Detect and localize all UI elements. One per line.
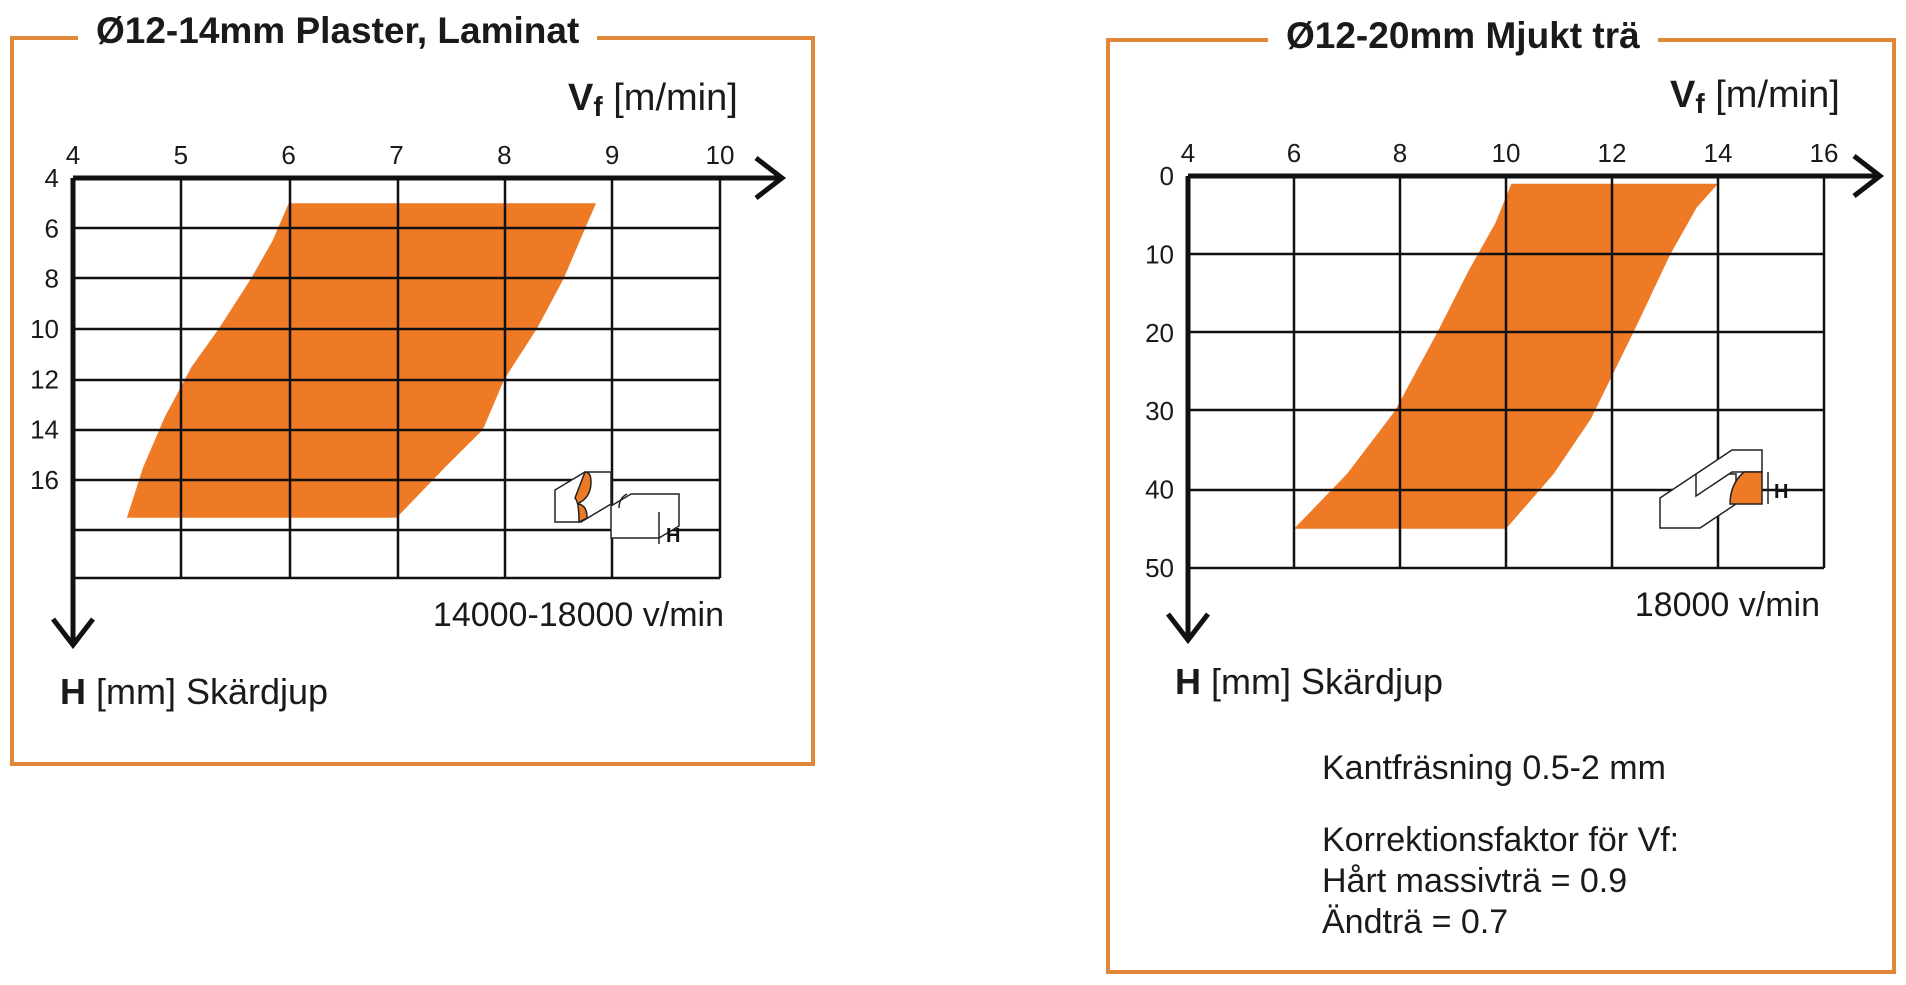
x-tick-label-left: 9	[605, 140, 619, 170]
x-tick-label-left: 5	[174, 140, 188, 170]
y-tick-label-left: 6	[45, 213, 59, 243]
x-axis-arrow-left	[754, 156, 787, 200]
chart-title-left: Ø12-14mm Plaster, Laminat	[78, 9, 598, 53]
x-tick-label-left: 7	[389, 140, 403, 170]
x-tick-label-right: 10	[1492, 138, 1521, 168]
x-tick-label-right: 8	[1393, 138, 1407, 168]
y-tick-label-left: 12	[30, 364, 59, 394]
x-tick-label-right: 14	[1704, 138, 1733, 168]
correction-hardwood: Hårt massivträ = 0.9	[1322, 862, 1628, 900]
y-axis-arrow-right	[1166, 612, 1210, 645]
svg-text:H: H	[666, 525, 680, 547]
x-tick-label-right: 4	[1181, 138, 1195, 168]
y-tick-label-right: 50	[1145, 553, 1174, 583]
x-tick-label-left: 10	[706, 140, 735, 170]
y-tick-label-right: 0	[1160, 161, 1174, 191]
correction-title: Korrektionsfaktor för Vf:	[1322, 821, 1680, 859]
x-axis-title-right: Vf [m/min]	[1670, 74, 1840, 119]
y-tick-label-right: 40	[1145, 475, 1174, 505]
cutting-profile-icon-left: H	[554, 471, 680, 547]
operating-area-left	[126, 203, 597, 518]
svg-text:H: H	[1774, 481, 1788, 503]
y-tick-label-left: 4	[45, 163, 59, 193]
x-tick-label-left: 6	[281, 140, 295, 170]
y-tick-label-left: 10	[30, 314, 59, 344]
x-tick-label-right: 12	[1598, 138, 1627, 168]
edge-milling-note: Kantfräsning 0.5-2 mm	[1322, 749, 1666, 787]
x-axis-title-left: Vf [m/min]	[568, 77, 738, 122]
y-axis-arrow-left	[51, 617, 95, 650]
cutting-profile-icon-right: H	[1659, 449, 1788, 529]
x-tick-label-right: 16	[1810, 138, 1839, 168]
x-tick-label-left: 4	[66, 140, 80, 170]
x-axis-arrow-right	[1852, 154, 1885, 198]
y-axis-title-left: H [mm] Skärdjup	[60, 671, 328, 712]
y-axis-title-right: H [mm] Skärdjup	[1175, 661, 1443, 702]
y-tick-label-left: 16	[30, 465, 59, 495]
x-tick-label-right: 6	[1287, 138, 1301, 168]
y-tick-label-right: 20	[1145, 318, 1174, 348]
correction-endgrain: Ändträ = 0.7	[1322, 903, 1509, 941]
chart-title-right: Ø12-20mm Mjukt trä	[1268, 14, 1658, 58]
spindle-speed-label-left: 14000-18000 v/min	[433, 596, 724, 634]
y-tick-label-right: 10	[1145, 239, 1174, 269]
y-tick-label-left: 8	[45, 264, 59, 294]
x-tick-label-left: 8	[497, 140, 511, 170]
y-tick-label-left: 14	[30, 415, 59, 445]
y-tick-label-right: 30	[1145, 396, 1174, 426]
spindle-speed-label-right: 18000 v/min	[1635, 586, 1820, 624]
